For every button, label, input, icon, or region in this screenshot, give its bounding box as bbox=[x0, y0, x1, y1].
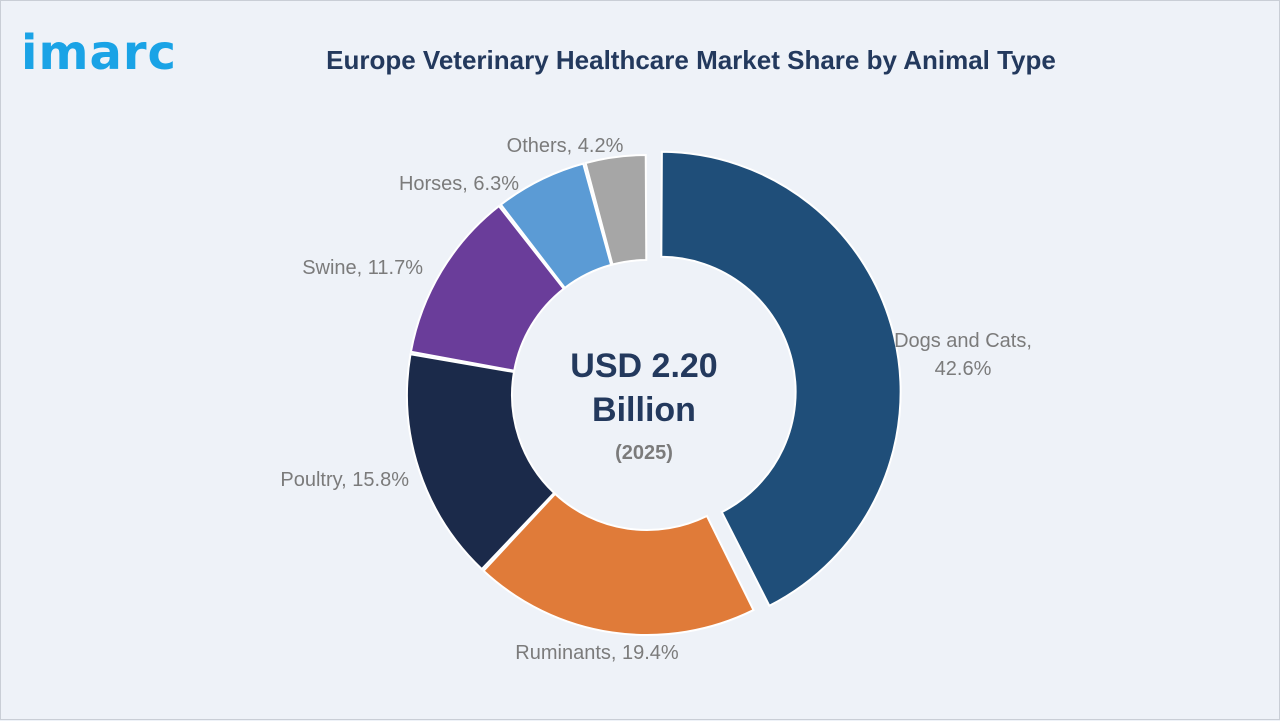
slice-others bbox=[584, 153, 648, 266]
label-poultry: Poultry, 15.8% bbox=[280, 469, 409, 491]
center-year: (2025) bbox=[615, 442, 673, 464]
label-dogs-and-cats-value: 42.6% bbox=[935, 358, 992, 380]
slice-ruminants bbox=[482, 492, 755, 636]
label-swine: Swine, 11.7% bbox=[302, 257, 423, 279]
slice-swine bbox=[409, 204, 566, 372]
imarc-logo: imarc bbox=[21, 25, 177, 81]
donut-slices bbox=[406, 150, 902, 636]
label-ruminants: Ruminants, 19.4% bbox=[515, 642, 679, 664]
label-horses: Horses, 6.3% bbox=[399, 173, 519, 195]
slice-labels: Dogs and Cats, 42.6% Ruminants, 19.4% Poult… bbox=[280, 135, 1032, 664]
chart-title: Europe Veterinary Healthcare Market Shar… bbox=[326, 45, 1056, 75]
slice-horses bbox=[499, 162, 613, 290]
slice-dogs-and-cats bbox=[660, 150, 902, 608]
center-value-line2: Billion bbox=[592, 391, 696, 429]
slice-poultry bbox=[406, 353, 556, 571]
label-others: Others, 4.2% bbox=[507, 135, 624, 157]
label-dogs-and-cats: Dogs and Cats, bbox=[894, 330, 1032, 352]
center-value-line1: USD 2.20 bbox=[570, 347, 717, 385]
